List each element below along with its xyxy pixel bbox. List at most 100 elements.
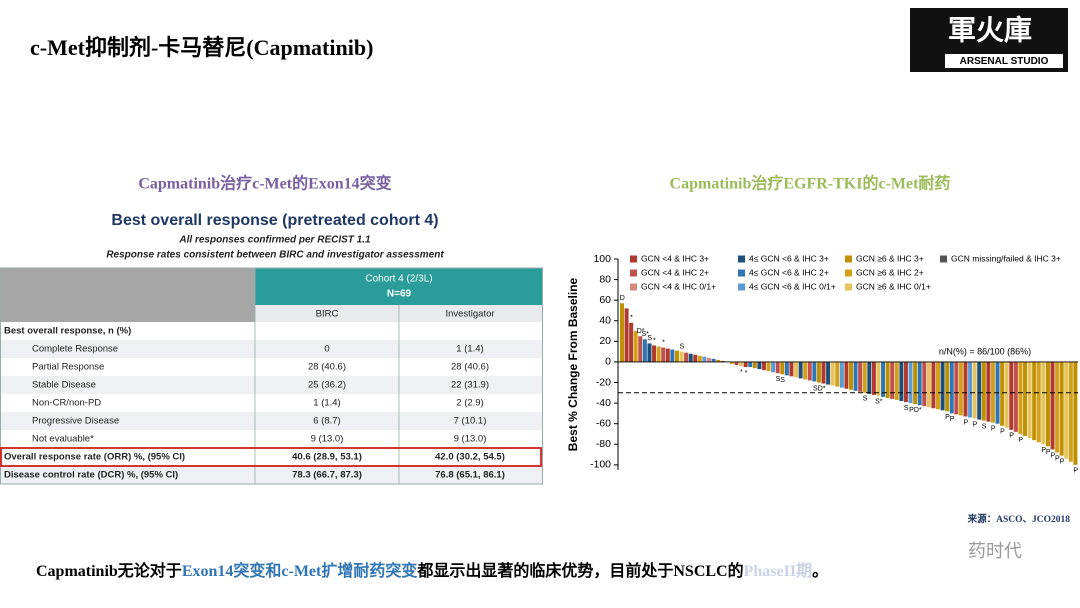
bar xyxy=(757,361,762,370)
legend-swatch xyxy=(845,283,852,291)
bar-label: P xyxy=(1018,437,1023,444)
bar xyxy=(729,361,734,364)
bar xyxy=(798,361,803,379)
legend-label: GCN <4 & IHC 2+ xyxy=(641,267,709,277)
bar xyxy=(620,303,624,362)
bar-label: P xyxy=(973,421,978,428)
y-tick-label: 20 xyxy=(599,335,611,347)
y-tick-label: -40 xyxy=(596,397,611,409)
table-border xyxy=(0,267,543,485)
table-row-label: Overall response rate (ORR) %, (95% CI) xyxy=(4,452,185,463)
legend-label: 4≤ GCN <6 & IHC 3+ xyxy=(749,253,829,263)
legend-label: GCN missing/failed & IHC 3+ xyxy=(951,253,1061,263)
bar xyxy=(652,345,657,362)
legend-label: GCN <4 & IHC 3+ xyxy=(641,253,709,263)
table-cell: 2 (2.9) xyxy=(456,398,483,409)
bar xyxy=(876,361,881,396)
bar-label: S xyxy=(780,377,785,384)
bar xyxy=(780,361,785,375)
table-row-bg xyxy=(0,340,543,358)
bar xyxy=(1045,361,1050,447)
bar xyxy=(661,347,666,362)
bar xyxy=(743,361,748,368)
bar xyxy=(990,361,995,423)
y-tick-label: 80 xyxy=(599,273,611,285)
bar-label: * xyxy=(653,337,656,344)
table-row-label: Disease control rate (DCR) %, (95% CI) xyxy=(4,470,178,481)
legend-swatch xyxy=(845,255,852,263)
bar-label: P xyxy=(1041,447,1046,454)
bar-label: P xyxy=(950,416,955,423)
right-subtitle: Capmatinib治疗EGFR-TKI的c-Met耐药 xyxy=(670,174,951,193)
summary-highlight: Exon14突变和c-Met扩增耐药突变 xyxy=(182,561,418,580)
bar xyxy=(679,351,684,362)
table-cell: 40.6 (28.9, 53.1) xyxy=(292,452,362,463)
bar-label: P xyxy=(1060,458,1065,465)
bar-label: S xyxy=(679,343,684,350)
bar-label: P xyxy=(991,425,996,432)
table-cell: 28 (40.6) xyxy=(308,362,346,373)
bar xyxy=(1004,361,1009,428)
y-tick-label: 0 xyxy=(605,356,611,368)
bar xyxy=(684,352,689,362)
table-cell: 22 (31.9) xyxy=(451,380,489,391)
bar xyxy=(926,361,931,408)
bar xyxy=(1059,361,1064,456)
y-tick-label: 100 xyxy=(593,253,611,265)
bar xyxy=(629,322,634,362)
table-header-text: N=69 xyxy=(387,289,412,300)
bar xyxy=(903,361,908,403)
bar xyxy=(642,339,647,362)
table-note: All responses confirmed per RECIST 1.1 xyxy=(178,235,371,246)
bar xyxy=(688,353,693,362)
table-corner xyxy=(0,268,255,322)
bar-label: S xyxy=(904,405,909,412)
bar-label: P xyxy=(1073,468,1078,475)
bar-label: * xyxy=(745,370,748,377)
bar-label: * xyxy=(630,315,633,322)
table-row-label: Non-CR/non-PD xyxy=(32,398,101,409)
bar xyxy=(656,346,661,362)
logo-text: 軍火庫 xyxy=(948,14,1032,45)
bar xyxy=(981,361,986,421)
table-row-label: Not evaluable* xyxy=(32,434,94,445)
y-tick-label: -100 xyxy=(590,459,611,471)
waterfall-chart: 100 80 60 40 20 0 -20 -40 -60 -80 -100 Best % Chang… xyxy=(566,253,1078,475)
left-subtitle: Capmatinib治疗c-Met的Exon14突变 xyxy=(138,174,391,193)
legend-label: GCN <4 & IHC 0/1+ xyxy=(641,281,716,291)
bar xyxy=(839,361,844,388)
bar xyxy=(1032,361,1037,441)
bar xyxy=(885,361,890,398)
table-cell: 78.3 (66.7, 87.3) xyxy=(292,470,362,481)
summary-faded: PhaseII期 xyxy=(744,561,812,580)
bar xyxy=(936,361,940,410)
bar xyxy=(707,357,711,362)
bar xyxy=(794,361,799,378)
bar xyxy=(945,361,950,412)
table-row-bg xyxy=(0,412,543,430)
bar xyxy=(716,359,721,362)
table-row-label: Progressive Disease xyxy=(32,416,119,427)
bar xyxy=(702,356,707,362)
bar xyxy=(1068,361,1073,462)
table: Cohort 4 (2/3L) N=69 BIRC Investigator B… xyxy=(0,267,543,485)
bar xyxy=(711,358,716,362)
bar xyxy=(835,361,840,387)
bar-label: P xyxy=(1000,429,1005,436)
bar xyxy=(1064,361,1069,459)
bar xyxy=(940,361,945,411)
bar xyxy=(949,361,954,414)
table-cell: 76.8 (65.1, 86.1) xyxy=(435,470,505,481)
legend-swatch xyxy=(940,255,947,263)
bar xyxy=(977,361,982,420)
bar-label: S xyxy=(647,335,652,342)
bar xyxy=(1055,361,1060,453)
bar xyxy=(881,361,886,397)
bar xyxy=(913,361,918,405)
bar xyxy=(917,361,922,406)
legend-label: 4≤ GCN <6 & IHC 2+ xyxy=(749,267,829,277)
table-row-bg xyxy=(0,466,543,484)
bar xyxy=(844,361,849,389)
bar xyxy=(958,361,963,416)
legend-label: 4≤ GCN <6 & IHC 0/1+ xyxy=(749,281,836,291)
